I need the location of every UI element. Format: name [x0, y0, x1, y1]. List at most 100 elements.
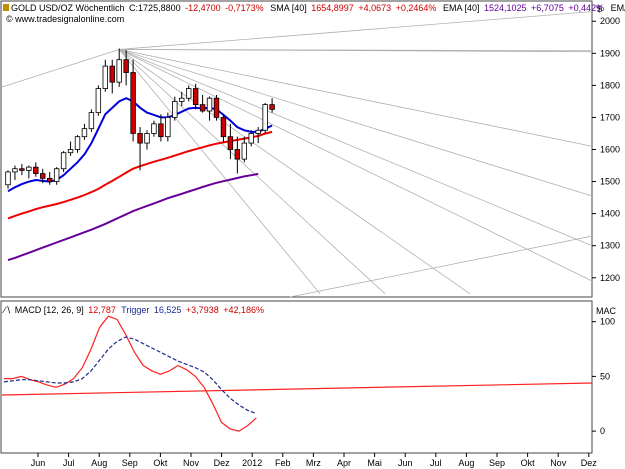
macd-series	[1, 315, 593, 432]
candle-body	[53, 168, 60, 182]
macd-line	[4, 315, 257, 432]
currency-label: $	[597, 4, 602, 14]
fan-line	[119, 49, 593, 282]
price-axis: 1200 1300 1400 1500 1600 1700 1800 1900 2000	[592, 16, 620, 283]
time-tick-label: Jun	[398, 458, 413, 468]
candle-body	[33, 166, 39, 174]
macd-label: ∕∖ MACD [12, 26, 9] 12,787 Trigger 16,52…	[2, 305, 264, 315]
macd-tick-label: 50	[600, 371, 610, 381]
candle-body	[269, 104, 275, 110]
candle-body	[227, 136, 234, 150]
candle-body	[137, 133, 143, 144]
candle-body	[60, 152, 67, 170]
candle-body	[67, 149, 74, 154]
price-tick-label: 1700	[600, 112, 620, 122]
time-tick-label: Sep	[489, 458, 505, 468]
candle-body	[102, 65, 108, 89]
macd-axis: 0 50 100	[592, 317, 615, 436]
fan-line	[118, 49, 471, 295]
macd-panel-frame	[0, 300, 593, 454]
candle-body	[130, 72, 136, 134]
time-tick-label: Nov	[183, 458, 200, 468]
time-tick-label: Aug	[458, 458, 474, 468]
price-tick-label: 1300	[600, 241, 620, 251]
candle-body	[109, 65, 115, 83]
candle-body	[206, 97, 213, 112]
candle-body	[123, 59, 129, 73]
time-tick-label: Nov	[550, 458, 567, 468]
candle-body	[262, 104, 268, 131]
price-tick-label: 1400	[600, 209, 620, 219]
time-axis: Jun Jul Aug Sep Okt Nov Dez 2012 Feb Mrz Apr Mai Jun…	[31, 453, 598, 468]
candle-body	[172, 101, 178, 118]
gold-icon	[3, 4, 9, 11]
time-tick-label: Apr	[337, 458, 351, 468]
candle-body	[47, 177, 53, 182]
website-label: © www.tradesignalonline.com	[6, 14, 124, 24]
fan-line	[119, 11, 593, 50]
fan-line	[119, 49, 593, 147]
gann-fan-lines	[1, 11, 593, 298]
candle-body	[179, 97, 185, 102]
time-tick-label: Okt	[521, 458, 536, 468]
macd-tick-label: 0	[600, 426, 605, 436]
candle-body	[74, 136, 81, 150]
fan-line	[118, 49, 386, 295]
price-tick-label: 1600	[600, 145, 620, 155]
candlestick-series	[5, 48, 275, 189]
time-tick-label: Okt	[153, 458, 168, 468]
candle-body	[199, 104, 206, 112]
time-tick-label: Mai	[367, 458, 382, 468]
time-tick-label: Jun	[31, 458, 46, 468]
candle-body	[192, 88, 199, 106]
symbol-label: GOLD USD/OZ Wöchentlich C:1725,8800 -12,…	[11, 3, 625, 13]
candle-body	[151, 123, 157, 134]
price-tick-label: 1500	[600, 177, 620, 187]
time-tick-label: Aug	[91, 458, 107, 468]
candle-body	[255, 129, 261, 134]
time-tick-label: Feb	[275, 458, 291, 468]
candle-body	[144, 133, 150, 144]
candle-body	[12, 168, 18, 173]
macd-header: ∕∖ MACD [12, 26, 9] 12,787 Trigger 16,52…	[2, 305, 617, 316]
time-tick-label: Dez	[581, 458, 598, 468]
candle-body	[5, 171, 11, 186]
candle-body	[165, 117, 171, 138]
candle-body	[26, 166, 32, 171]
time-tick-label: Jul	[63, 458, 75, 468]
candle-body	[213, 97, 220, 118]
price-tick-label: 1200	[600, 273, 620, 283]
macd-axis-label: MAC	[596, 306, 617, 316]
candle-body	[220, 117, 227, 138]
fan-line	[119, 49, 593, 197]
candle-body	[248, 133, 254, 144]
price-tick-label: 1800	[600, 80, 620, 90]
macd-tick-label: 100	[600, 317, 615, 327]
candle-body	[241, 142, 247, 160]
time-tick-label: 2012	[242, 458, 262, 468]
fan-line	[119, 49, 593, 247]
price-tick-label: 2000	[600, 16, 620, 26]
candle-body	[81, 128, 88, 138]
candle-body	[95, 88, 102, 114]
price-tick-label: 1900	[600, 48, 620, 58]
candle-body	[88, 112, 95, 130]
candle-body	[116, 59, 122, 83]
macd-reference-line	[1, 382, 593, 396]
time-tick-label: Sep	[122, 458, 138, 468]
fan-line	[118, 49, 321, 295]
candle-body	[19, 168, 25, 171]
candle-body	[40, 173, 46, 179]
candle-body	[234, 149, 241, 160]
candle-body	[185, 88, 192, 99]
fan-line	[289, 235, 593, 298]
trigger-line	[3, 336, 257, 415]
fan-line	[1, 49, 120, 88]
fan-line	[119, 49, 593, 53]
time-tick-label: Dez	[214, 458, 231, 468]
candle-body	[158, 123, 164, 138]
price-header: GOLD USD/OZ Wöchentlich C:1725,8800 -12,…	[3, 3, 625, 24]
time-tick-label: Jul	[430, 458, 442, 468]
